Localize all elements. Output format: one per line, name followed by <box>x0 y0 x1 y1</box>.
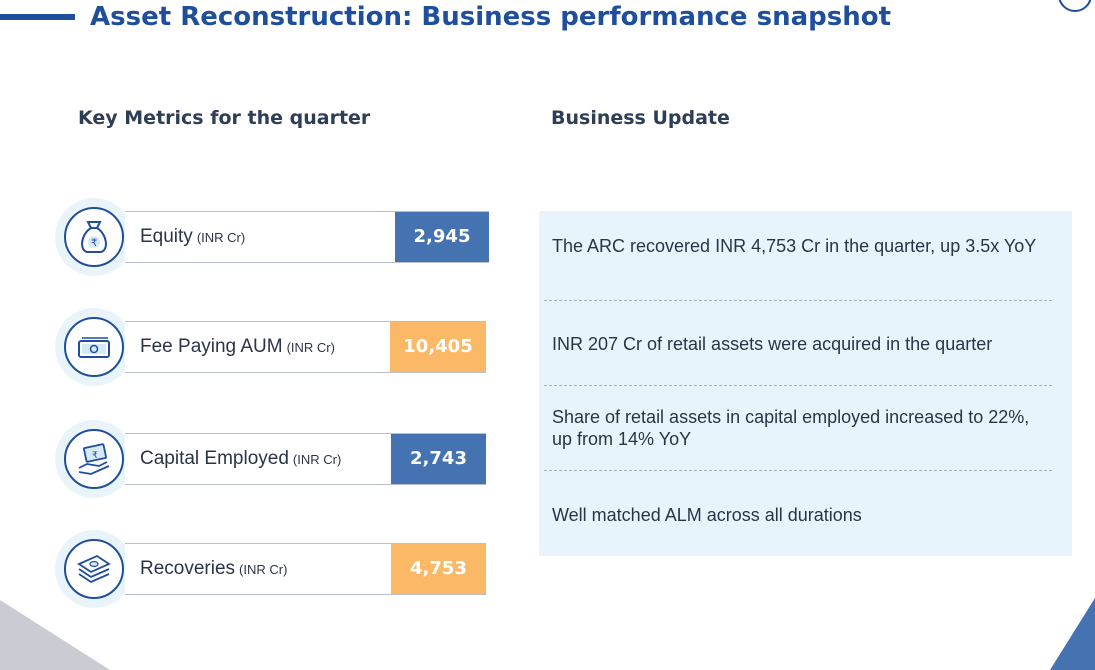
metric-label: Recoveries <box>140 558 236 579</box>
update-divider <box>544 385 1052 386</box>
metric-unit: (INR Cr) <box>239 562 288 577</box>
svg-text:₹: ₹ <box>91 238 97 249</box>
banknotes-icon <box>55 308 133 386</box>
title-accent-bar <box>0 14 75 20</box>
key-metrics-heading: Key Metrics for the quarter <box>78 107 371 129</box>
update-item: Well matched ALM across all durations <box>552 505 862 525</box>
metric-value: 4,753 <box>391 544 486 594</box>
svg-text:₹: ₹ <box>92 451 98 461</box>
metric-label: Capital Employed <box>140 448 289 469</box>
update-divider <box>544 300 1052 301</box>
corner-decoration-right <box>1050 598 1095 670</box>
business-update-heading: Business Update <box>551 107 730 129</box>
update-item: The ARC recovered INR 4,753 Cr in the qu… <box>552 236 1037 256</box>
page-title: Asset Reconstruction: Business performan… <box>90 2 892 32</box>
hand-holding-money-icon: ₹ <box>55 420 133 498</box>
metric-unit: (INR Cr) <box>286 340 335 355</box>
metric-value: 10,405 <box>390 322 486 372</box>
corner-decoration-left <box>0 600 110 670</box>
metric-value: 2,945 <box>395 212 489 262</box>
metric-unit: (INR Cr) <box>196 230 246 245</box>
metric-value: 2,743 <box>391 434 486 484</box>
corner-logo <box>1058 0 1092 12</box>
metric-unit: (INR Cr) <box>292 452 342 467</box>
business-update-panel: The ARC recovered INR 4,753 Cr in the qu… <box>539 211 1072 556</box>
update-item: Share of retail assets in capital employ… <box>552 407 1030 449</box>
cash-stack-icon <box>55 530 133 608</box>
metric-label: Equity <box>140 226 193 247</box>
money-bag-rupee-icon: ₹ <box>55 198 133 276</box>
metric-label: Fee Paying AUM <box>140 336 283 357</box>
update-divider <box>544 470 1052 471</box>
update-item: INR 207 Cr of retail assets were acquire… <box>552 334 993 354</box>
